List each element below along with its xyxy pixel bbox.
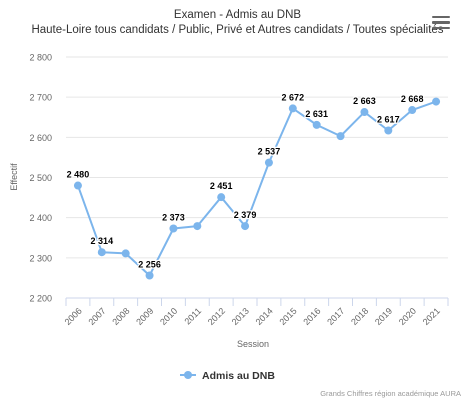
x-tick-label: 2021 <box>421 306 442 327</box>
data-label: 2 617 <box>377 115 400 125</box>
data-point <box>312 120 321 129</box>
series-admis <box>73 97 441 280</box>
data-point <box>169 224 178 233</box>
legend[interactable]: Admis au DNB <box>180 370 275 382</box>
legend-marker <box>184 371 192 379</box>
x-tick-label: 2011 <box>182 306 203 327</box>
data-point <box>217 193 226 202</box>
data-label: 2 256 <box>138 260 161 270</box>
data-label: 2 537 <box>258 147 281 157</box>
data-point <box>264 158 273 167</box>
data-label: 2 451 <box>210 181 233 191</box>
x-tick-label: 2008 <box>110 306 131 327</box>
x-tick-label: 2010 <box>158 306 179 327</box>
y-tick-label: 2 600 <box>29 133 52 143</box>
series-line <box>76 100 437 277</box>
x-tick-label: 2006 <box>63 306 84 327</box>
grid-lines <box>66 56 448 299</box>
y-axis: 2 200 2 300 2 400 2 500 2 600 2 700 2 800 <box>29 53 52 304</box>
x-tick-label: 2020 <box>397 306 418 327</box>
x-tick-label: 2013 <box>230 306 251 327</box>
data-point <box>408 106 417 115</box>
data-point <box>360 108 369 117</box>
x-tick-label: 2009 <box>134 306 155 327</box>
data-labels: 2 480 2 314 2 256 2 373 2 451 2 379 2 537 2 672… <box>65 91 424 271</box>
data-point <box>193 222 202 231</box>
y-tick-label: 2 400 <box>29 213 52 223</box>
data-label: 2 663 <box>353 96 376 106</box>
x-tick-label: 2016 <box>301 306 322 327</box>
menu-line <box>432 16 450 19</box>
x-axis: 2006 2007 2008 2009 2010 2011 2012 2013 2014 2015… <box>63 297 449 327</box>
x-axis-title: Session <box>237 339 269 349</box>
data-label: 2 631 <box>305 109 328 119</box>
data-label: 2 314 <box>91 236 114 246</box>
data-label: 2 668 <box>401 94 424 104</box>
data-label: 2 379 <box>234 210 257 220</box>
data-point <box>336 132 345 141</box>
x-tick-label: 2012 <box>206 306 227 327</box>
data-point <box>97 248 106 257</box>
y-tick-label: 2 200 <box>29 294 52 304</box>
legend-label: Admis au DNB <box>202 370 275 382</box>
y-tick-label: 2 800 <box>29 53 52 63</box>
x-tick-label: 2018 <box>349 306 370 327</box>
y-tick-label: 2 500 <box>29 173 52 183</box>
x-tick-label: 2017 <box>325 306 346 327</box>
chart-subtitle: Haute-Loire tous candidats / Public, Pri… <box>31 24 444 36</box>
menu-line <box>432 26 450 30</box>
data-point <box>288 104 297 113</box>
x-tick-label: 2007 <box>86 306 107 327</box>
data-point <box>121 249 130 258</box>
hamburger-menu-icon[interactable] <box>432 16 450 30</box>
data-label: 2 480 <box>67 170 90 180</box>
y-tick-label: 2 300 <box>29 253 52 263</box>
y-axis-title: Effectif <box>9 163 19 191</box>
data-point <box>432 97 441 106</box>
x-tick-label: 2014 <box>254 306 275 327</box>
x-tick-label: 2015 <box>277 306 298 327</box>
data-label: 2 373 <box>162 213 185 223</box>
chart-title: Examen - Admis au DNB <box>173 9 302 21</box>
data-point <box>384 126 393 135</box>
menu-line <box>432 21 450 24</box>
y-tick-label: 2 700 <box>29 93 52 103</box>
data-point <box>145 271 154 280</box>
credits[interactable]: Grands Chiffres région académique AURA <box>320 389 461 398</box>
data-point <box>73 181 82 190</box>
data-point <box>241 222 250 231</box>
data-label: 2 672 <box>282 92 305 102</box>
x-tick-label: 2019 <box>373 306 394 327</box>
